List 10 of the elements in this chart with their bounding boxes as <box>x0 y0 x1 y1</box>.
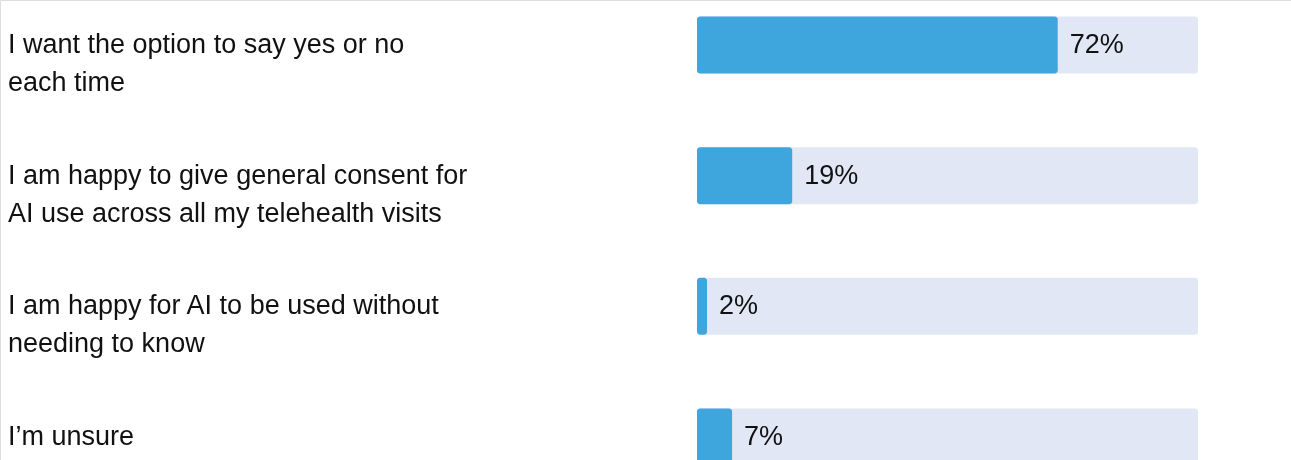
bar <box>697 277 708 335</box>
data-label: 2% <box>719 290 759 321</box>
y-tick-label: I am happy to give general consent for AI use across all my telehealth visits <box>8 159 468 228</box>
data-label: 7% <box>744 421 784 451</box>
y-tick-label: I am happy for AI to be used without needing to know <box>8 290 440 359</box>
y-tick-label: I’m unsure <box>8 421 135 451</box>
bar <box>697 147 793 205</box>
data-label: 72% <box>1069 29 1124 59</box>
data-label: 19% <box>804 159 859 190</box>
y-tick-label: I want the option to say yes or no each time <box>8 29 405 97</box>
